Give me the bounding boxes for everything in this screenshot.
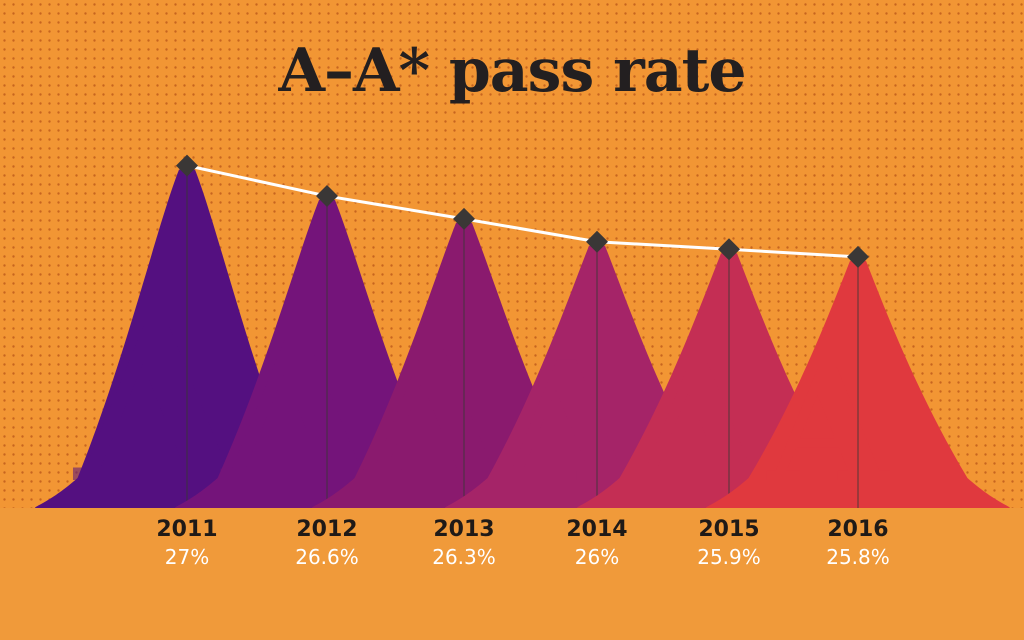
marker-2013 <box>453 207 475 230</box>
marker-2012 <box>316 185 338 208</box>
x-axis-labels: 2011 27% 2012 26.6% 2013 26.3% 2014 26% 2015 25.9… <box>0 516 1024 586</box>
year-label: 2015 <box>698 517 760 542</box>
label-2011: 2011 27% <box>127 516 247 570</box>
trend-line <box>186 164 859 259</box>
value-label: 25.8% <box>826 545 890 569</box>
year-label: 2016 <box>827 517 889 542</box>
marker-2015 <box>718 238 740 261</box>
value-label: 26.6% <box>295 545 359 569</box>
marker-2011 <box>176 154 198 177</box>
value-label: 26% <box>574 545 620 569</box>
label-2015: 2015 25.9% <box>669 516 789 570</box>
label-strip <box>0 508 1024 640</box>
label-2013: 2013 26.3% <box>404 516 524 570</box>
year-label: 2012 <box>296 517 358 542</box>
value-label: 26.3% <box>432 545 496 569</box>
value-label: 27% <box>164 545 210 569</box>
year-label: 2014 <box>566 517 628 542</box>
label-2014: 2014 26% <box>537 516 657 570</box>
label-2012: 2012 26.6% <box>267 516 387 570</box>
glyph-layer: AAA A A A <box>35 165 1010 531</box>
year-label: 2013 <box>433 517 495 542</box>
glyph-a-2016: A <box>706 256 1010 517</box>
chart-title: A–A* pass rate <box>278 36 746 106</box>
year-label: 2011 <box>156 517 218 542</box>
glyph-letter: A <box>766 334 891 517</box>
value-label: 25.9% <box>697 545 761 569</box>
marker-2016 <box>847 245 869 268</box>
marker-2014 <box>586 230 608 253</box>
label-2016: 2016 25.8% <box>798 516 918 570</box>
line-layer <box>176 154 869 268</box>
